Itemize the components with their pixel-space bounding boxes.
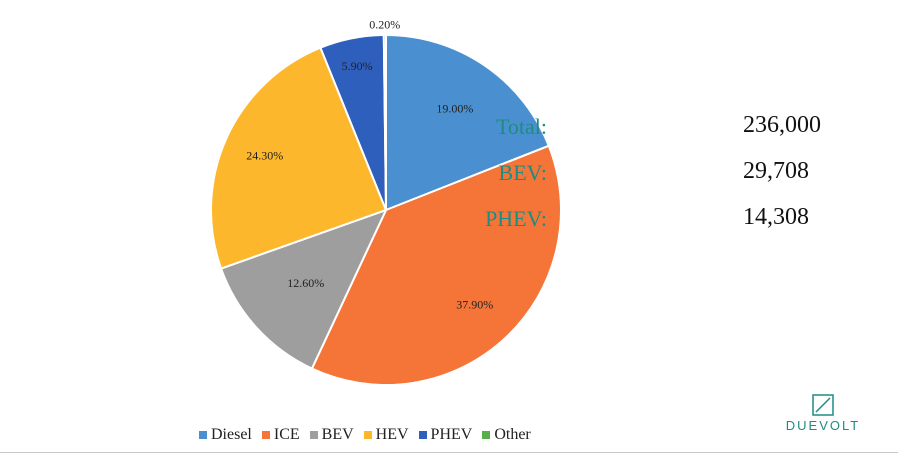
legend-label-diesel: Diesel xyxy=(211,426,252,443)
legend-item-hev: HEV xyxy=(363,426,409,444)
slice-label-other: 0.20% xyxy=(369,18,400,32)
legend-item-bev: BEV xyxy=(309,426,354,444)
stat-label-total: Total: xyxy=(495,114,547,139)
legend-item-phev: PHEV xyxy=(418,426,473,444)
stat-label-phev: PHEV: xyxy=(485,206,547,231)
chart-legend: Diesel ICE BEV HEV PHEV Other xyxy=(199,426,531,444)
legend-swatch-hev xyxy=(363,431,372,439)
legend-swatch-ice xyxy=(261,431,270,439)
bottom-divider xyxy=(0,452,898,453)
legend-swatch-other xyxy=(482,431,491,439)
legend-label-other: Other xyxy=(494,426,531,443)
legend-item-other: Other xyxy=(482,426,531,444)
pie-slice-other xyxy=(382,33,387,211)
stat-label-bev: BEV: xyxy=(498,160,547,185)
slice-label-bev: 12.60% xyxy=(287,276,324,290)
legend-item-diesel: Diesel xyxy=(199,426,252,444)
slice-label-phev: 5.90% xyxy=(342,59,373,73)
legend-item-ice: ICE xyxy=(261,426,300,444)
logo-text: DUEVOLT xyxy=(785,418,861,433)
legend-label-hev: HEV xyxy=(375,426,409,443)
duevolt-logo-icon xyxy=(812,394,834,416)
legend-swatch-diesel xyxy=(199,431,207,439)
stat-value-phev: 14,308 xyxy=(743,204,809,230)
slice-label-hev: 24.30% xyxy=(246,148,283,162)
legend-label-bev: BEV xyxy=(321,426,354,443)
pie-slice-bev xyxy=(219,208,388,370)
slice-label-ice: 37.90% xyxy=(456,297,493,311)
legend-swatch-bev xyxy=(309,431,318,439)
pie-slice-diesel xyxy=(385,33,551,212)
legend-label-ice: ICE xyxy=(273,426,300,443)
legend-label-phev: PHEV xyxy=(430,426,473,443)
stat-value-bev: 29,708 xyxy=(743,158,809,184)
slice-label-diesel: 19.00% xyxy=(436,102,473,116)
stat-value-total: 236,000 xyxy=(743,112,821,138)
pie-slice-ice xyxy=(310,144,563,387)
legend-swatch-phev xyxy=(418,431,427,439)
duevolt-logo: DUEVOLT xyxy=(778,394,868,433)
